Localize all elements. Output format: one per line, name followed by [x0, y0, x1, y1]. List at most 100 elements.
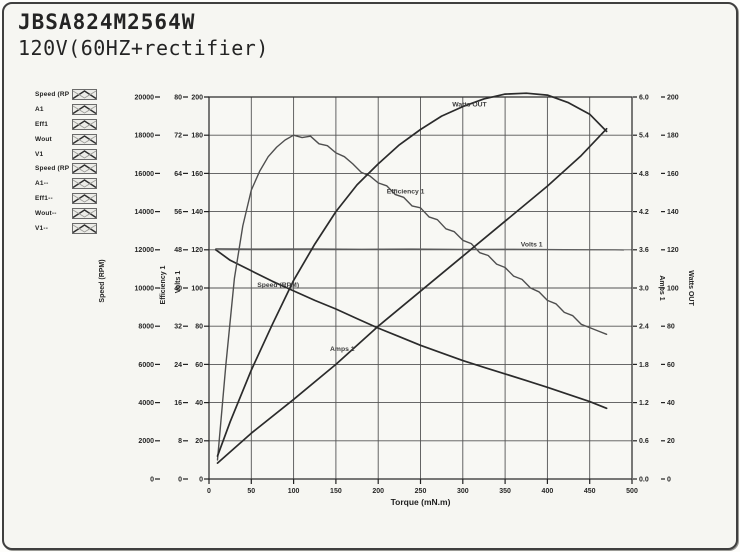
y-tick-label: 6.0 [639, 94, 649, 101]
curve-legend: Speed (RP A1 Eff1 Wout V1 Speed (RP A1-- Eff1--… [35, 87, 105, 236]
legend-item-label: V1-- [35, 224, 49, 232]
y-tick-label: 3.0 [639, 285, 649, 292]
motor-model-title: JBSA824M2564W [18, 10, 196, 34]
y-tick-label: 64 [174, 171, 182, 178]
x-tick-label: 500 [626, 488, 638, 495]
y-tick-label: 1.2 [639, 400, 649, 407]
legend-item-label: A1 [35, 105, 44, 113]
series-speed [214, 248, 608, 410]
y-tick-label: 140 [191, 209, 203, 216]
curve-sample-icon [72, 148, 97, 160]
y-tick-label: 40 [195, 400, 203, 407]
y-tick-label: 120 [191, 247, 203, 254]
y-axis-watts: 0 20 40 60 80 100 120 140 160 180 200 Watts OUT [661, 94, 694, 483]
legend-item: Eff1 [35, 117, 105, 132]
y-tick-label: 10000 [135, 285, 155, 292]
x-tick-label: 250 [415, 488, 427, 495]
y-axis-title-speed: Speed (RPM) [99, 259, 106, 302]
y-tick-label: 0 [178, 476, 182, 483]
curve-label: Watts OUT [452, 102, 487, 109]
series-eff [216, 134, 608, 461]
y-tick-label: 5.4 [639, 133, 649, 140]
legend-item: Speed (RP [35, 87, 105, 102]
curve-label: Efficiency 1 [387, 189, 425, 196]
y-tick-label: 180 [191, 133, 203, 140]
x-tick-label: 100 [288, 488, 300, 495]
y-tick-label: 8000 [138, 324, 154, 331]
y-axis-title-eff: Efficiency 1 [160, 265, 167, 304]
y-tick-label: 12000 [135, 247, 155, 254]
legend-item: Wout-- [35, 206, 105, 221]
test-condition-title: 120V(60HZ+rectifier) [18, 36, 269, 60]
y-tick-label: 60 [667, 362, 675, 369]
x-tick-label: 300 [457, 488, 469, 495]
y-tick-label: 3.6 [639, 247, 649, 254]
y-tick-label: 6000 [138, 362, 154, 369]
y-tick-label: 0.6 [639, 438, 649, 445]
curve-label: Amps 1 [330, 346, 355, 353]
y-tick-label: 16000 [135, 171, 155, 178]
curve-sample-icon [72, 208, 97, 220]
y-tick-label: 60 [195, 362, 203, 369]
x-tick-label: 200 [372, 488, 384, 495]
legend-item: A1-- [35, 176, 105, 191]
y-tick-label: 1.8 [639, 362, 649, 369]
y-tick-label: 120 [667, 247, 679, 254]
x-tick-label: 150 [330, 488, 342, 495]
legend-item: V1 [35, 147, 105, 162]
series-line-watts [216, 92, 608, 457]
y-tick-label: 0 [667, 476, 671, 483]
y-tick-label: 8 [178, 438, 182, 445]
legend-item-label: V1 [35, 150, 44, 158]
x-tick-label: 0 [207, 488, 211, 495]
curve-sample-icon [72, 133, 97, 145]
y-tick-label: 2.4 [639, 324, 649, 331]
y-tick-label: 0 [199, 476, 203, 483]
series-line-amps [216, 127, 608, 464]
legend-item: A1 [35, 102, 105, 117]
y-tick-label: 2000 [138, 438, 154, 445]
legend-item-label: Speed (RP [35, 90, 70, 98]
y-tick-label: 0.0 [639, 476, 649, 483]
y-tick-label: 100 [667, 285, 679, 292]
legend-item-label: Speed (RP [35, 165, 70, 173]
x-axis-title: Torque (mN.m) [391, 497, 451, 507]
legend-item-label: A1-- [35, 180, 49, 188]
y-axis-title-volts: Volts 1 [175, 271, 182, 294]
y-tick-label: 16 [174, 400, 182, 407]
curve-sample-icon [72, 178, 97, 190]
y-tick-label: 24 [174, 362, 182, 369]
y-tick-label: 20000 [135, 94, 155, 101]
legend-item: V1-- [35, 221, 105, 236]
x-axis: 0 50 100 150 200 250 300 350 400 450 500 Torque (mN… [207, 479, 638, 507]
legend-item: Wout [35, 132, 105, 147]
curve-sample-icon [72, 118, 97, 130]
y-tick-label: 80 [667, 324, 675, 331]
y-tick-label: 4000 [138, 400, 154, 407]
series-line-eff [216, 134, 608, 461]
curve-label: Speed (RPM) [257, 282, 299, 289]
y-tick-label: 140 [667, 209, 679, 216]
y-tick-label: 80 [195, 324, 203, 331]
y-tick-label: 40 [667, 400, 675, 407]
series-line-speed [214, 248, 608, 410]
y-tick-label: 14000 [135, 209, 155, 216]
y-axis-speed: 0 2000 4000 6000 8000 10000 12000 14000 16000 180… [99, 94, 160, 483]
curve-sample-icon [72, 222, 97, 234]
y-tick-label: 18000 [135, 133, 155, 140]
y-tick-label: 200 [191, 94, 203, 101]
series-volts [215, 248, 625, 251]
y-tick-label: 160 [667, 171, 679, 178]
curve-sample-icon [72, 163, 97, 175]
x-tick-label: 350 [499, 488, 511, 495]
y-tick-label: 72 [174, 133, 182, 140]
curve-sample-icon [72, 103, 97, 115]
y-tick-label: 160 [191, 171, 203, 178]
y-axis-title-watts: Watts OUT [687, 270, 694, 306]
y-tick-label: 20 [667, 438, 675, 445]
x-tick-label: 450 [584, 488, 596, 495]
